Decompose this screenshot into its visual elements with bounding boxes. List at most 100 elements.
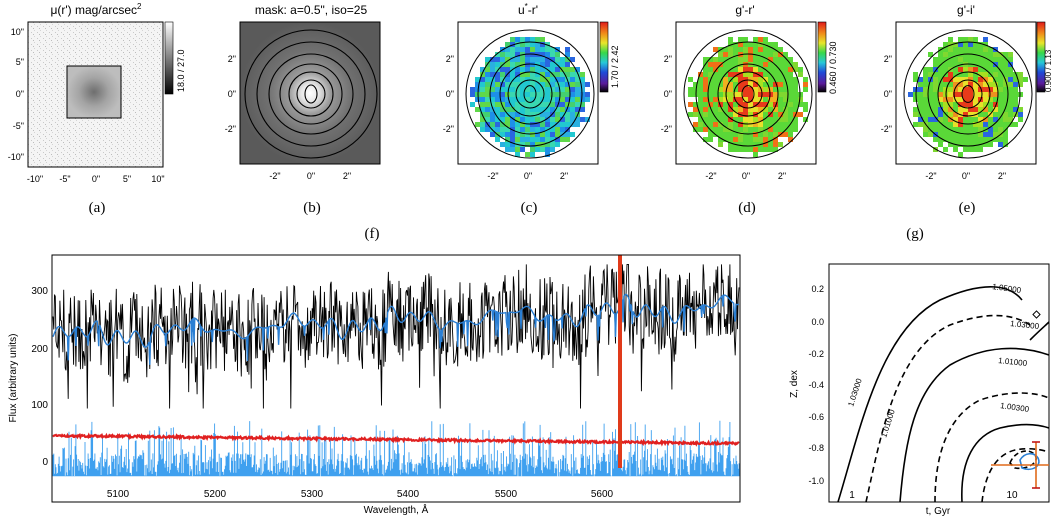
- tick-label: 2": [560, 171, 568, 181]
- map-pixel: [540, 42, 545, 47]
- isophote-contour: [515, 79, 545, 109]
- map-pixel: [1003, 57, 1008, 62]
- map-pixel: [565, 117, 570, 122]
- map-pixel: [758, 62, 763, 67]
- map-pixel: [758, 127, 763, 132]
- map-pixel: [743, 37, 748, 42]
- map-pixel: [973, 87, 978, 92]
- map-pixel: [708, 117, 713, 122]
- map-pixel: [918, 97, 923, 102]
- map-pixel: [525, 112, 530, 117]
- map-pixel: [763, 87, 768, 92]
- map-pixel: [768, 92, 773, 97]
- map-pixel: [953, 87, 958, 92]
- map-pixel: [743, 97, 748, 102]
- map-pixel: [530, 142, 535, 147]
- map-pixel: [933, 92, 938, 97]
- map-pixel: [993, 137, 998, 142]
- map-pixel: [525, 137, 530, 142]
- map-pixel: [768, 87, 773, 92]
- map-pixel: [480, 97, 485, 102]
- map-pixel: [480, 117, 485, 122]
- map-pixel: [535, 147, 540, 152]
- tick-label: 2": [884, 54, 892, 64]
- map-pixel: [545, 137, 550, 142]
- map-pixel: [1008, 87, 1013, 92]
- map-pixel: [575, 92, 580, 97]
- map-pixel: [525, 82, 530, 87]
- map-pixel: [693, 92, 698, 97]
- map-pixel: [788, 67, 793, 72]
- map-pixel: [688, 77, 693, 82]
- panel-a: μ(r') mag/arcsec2 18.0 / 27.0 10" 5" 0" …: [8, 2, 186, 184]
- map-pixel: [993, 107, 998, 112]
- map-pixel: [773, 122, 778, 127]
- map-pixel: [698, 72, 703, 77]
- map-pixel: [505, 52, 510, 57]
- map-pixel: [983, 117, 988, 122]
- map-pixel: [978, 52, 983, 57]
- map-pixel: [803, 107, 808, 112]
- map-pixel: [535, 97, 540, 102]
- map-pixel: [698, 107, 703, 112]
- map-pixel: [515, 127, 520, 132]
- map-pixel: [978, 72, 983, 77]
- panel-a-colorbar-label: 18.0 / 27.0: [176, 49, 186, 92]
- map-pixel: [778, 82, 783, 87]
- map-pixel: [913, 97, 918, 102]
- map-pixel: [758, 57, 763, 62]
- map-pixel: [948, 72, 953, 77]
- map-pixel: [530, 122, 535, 127]
- map-pixel: [958, 87, 963, 92]
- map-pixel: [963, 82, 968, 87]
- panel-c-contours: [465, 29, 595, 159]
- map-pixel: [718, 77, 723, 82]
- map-pixel: [495, 117, 500, 122]
- map-pixel: [1013, 122, 1018, 127]
- map-pixel: [718, 117, 723, 122]
- map-pixel: [1003, 112, 1008, 117]
- map-pixel: [718, 72, 723, 77]
- map-pixel: [988, 137, 993, 142]
- spectrum-xticks: 5100 5200 5300 5400 5500 5600: [107, 489, 614, 500]
- map-pixel: [933, 97, 938, 102]
- map-pixel: [495, 77, 500, 82]
- map-pixel: [718, 132, 723, 137]
- map-pixel: [495, 87, 500, 92]
- caption-d: (d): [738, 200, 756, 216]
- map-pixel: [520, 147, 525, 152]
- map-pixel: [738, 137, 743, 142]
- map-pixel: [1013, 77, 1018, 82]
- map-pixel: [938, 117, 943, 122]
- map-pixel: [1003, 117, 1008, 122]
- map-pixel: [973, 82, 978, 87]
- map-pixel: [713, 97, 718, 102]
- map-pixel: [953, 102, 958, 107]
- map-pixel: [783, 72, 788, 77]
- map-pixel: [998, 52, 1003, 57]
- map-pixel: [535, 77, 540, 82]
- map-pixel: [570, 77, 575, 82]
- map-pixel: [963, 77, 968, 82]
- map-pixel: [948, 52, 953, 57]
- map-pixel: [535, 47, 540, 52]
- map-pixel: [525, 102, 530, 107]
- contour-best-fit: [1019, 452, 1040, 471]
- tick-label: 0": [228, 89, 236, 99]
- map-pixel: [788, 132, 793, 137]
- panel-c-yticks: 2" 0" -2": [443, 54, 454, 134]
- map-pixel: [773, 132, 778, 137]
- map-pixel: [998, 137, 1003, 142]
- map-pixel: [708, 82, 713, 87]
- map-pixel: [495, 67, 500, 72]
- map-pixel: [778, 122, 783, 127]
- map-pixel: [963, 112, 968, 117]
- map-pixel: [783, 52, 788, 57]
- map-pixel: [728, 82, 733, 87]
- map-pixel: [540, 117, 545, 122]
- map-pixel: [515, 147, 520, 152]
- map-pixel: [510, 42, 515, 47]
- map-pixel: [738, 142, 743, 147]
- map-pixel: [733, 82, 738, 87]
- map-pixel: [520, 132, 525, 137]
